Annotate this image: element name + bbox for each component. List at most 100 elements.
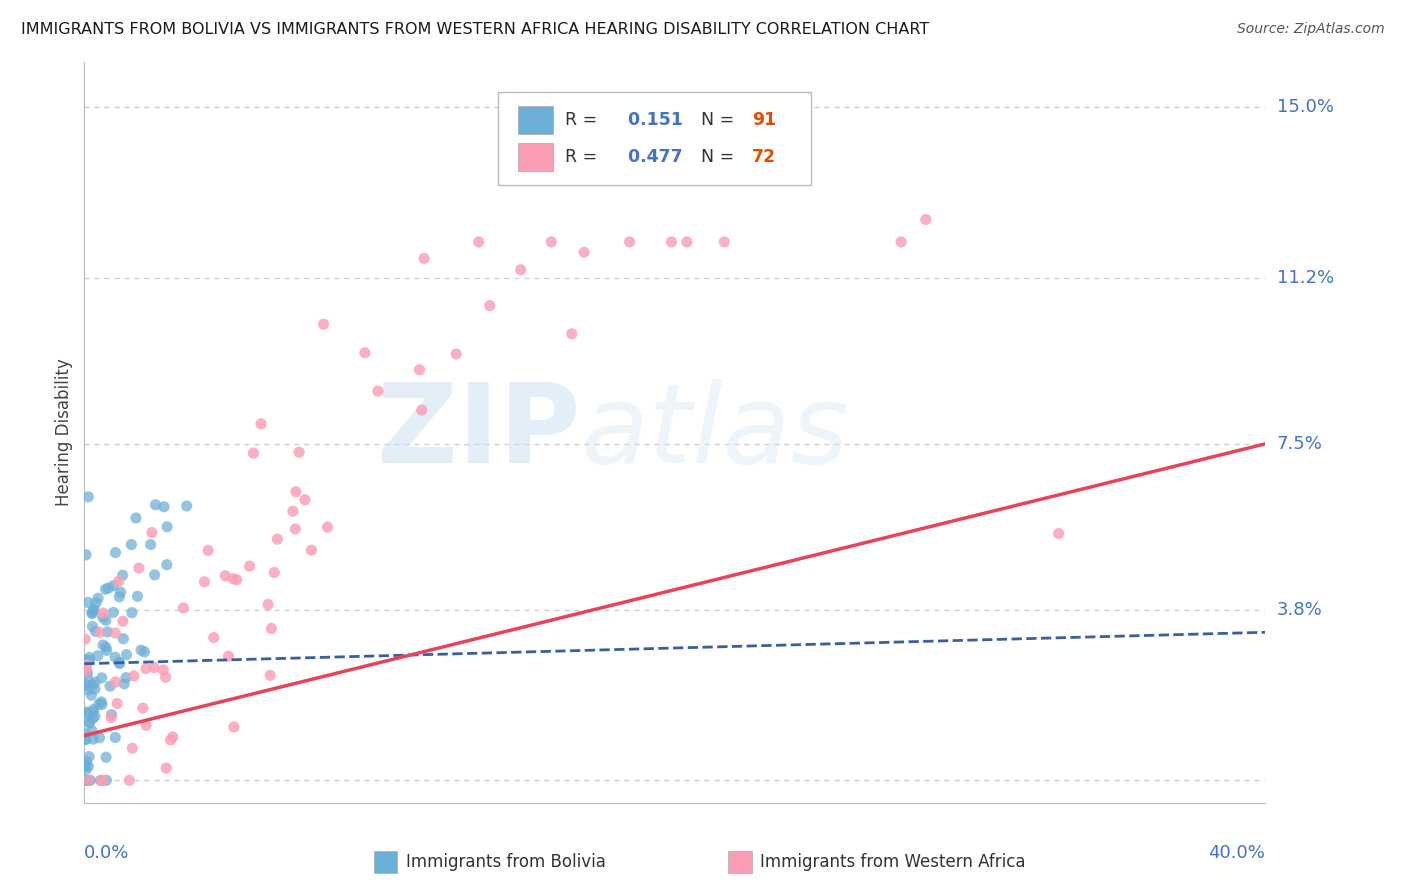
Point	[75, 758, 97, 772]
Point	[94, 582, 117, 597]
Point	[84, 596, 107, 610]
Point	[100, 710, 122, 724]
Point	[112, 632, 135, 646]
Point	[76, 773, 98, 788]
Point	[83, 603, 105, 617]
Point	[79, 773, 101, 788]
Point	[127, 589, 149, 603]
Point	[259, 668, 281, 682]
Point	[82, 724, 104, 739]
Point	[108, 590, 131, 604]
Point	[108, 574, 131, 589]
Point	[214, 568, 236, 582]
Point	[75, 665, 97, 679]
Point	[90, 773, 112, 788]
Point	[413, 252, 436, 266]
Point	[540, 235, 562, 249]
Point	[75, 732, 97, 747]
Point	[120, 537, 142, 551]
Point	[260, 622, 283, 636]
Text: R =: R =	[565, 148, 603, 166]
Point	[77, 773, 100, 788]
Point	[156, 520, 179, 534]
Point	[915, 212, 938, 227]
Point	[91, 773, 114, 788]
Point	[76, 665, 98, 680]
Point	[75, 632, 97, 646]
Point	[143, 567, 166, 582]
Point	[125, 511, 148, 525]
Text: 3.8%: 3.8%	[1277, 601, 1322, 619]
Point	[90, 671, 112, 685]
Point	[111, 568, 134, 582]
Point	[82, 678, 104, 692]
Point	[82, 732, 104, 747]
Text: Source: ZipAtlas.com: Source: ZipAtlas.com	[1237, 22, 1385, 37]
Point	[104, 675, 127, 690]
Text: N =: N =	[690, 148, 740, 166]
Point	[75, 732, 97, 747]
Point	[619, 235, 641, 249]
Point	[89, 773, 111, 788]
FancyBboxPatch shape	[517, 143, 553, 171]
Point	[367, 384, 389, 398]
Point	[661, 235, 683, 249]
Text: 0.0%: 0.0%	[84, 844, 129, 862]
Point	[145, 498, 167, 512]
Point	[222, 572, 245, 586]
Point	[135, 718, 157, 732]
Y-axis label: Hearing Disability: Hearing Disability	[55, 359, 73, 507]
Text: N =: N =	[690, 112, 740, 129]
Point	[94, 750, 117, 764]
Point	[263, 566, 285, 580]
FancyBboxPatch shape	[728, 851, 752, 873]
Text: 7.5%: 7.5%	[1277, 434, 1323, 453]
Point	[77, 759, 100, 773]
Point	[134, 645, 156, 659]
Point	[132, 701, 155, 715]
Point	[129, 643, 152, 657]
Point	[250, 417, 273, 431]
Point	[676, 235, 699, 249]
Point	[83, 682, 105, 697]
Point	[77, 490, 100, 504]
Point	[84, 624, 107, 639]
Point	[96, 643, 118, 657]
Point	[103, 606, 125, 620]
Point	[91, 610, 114, 624]
Point	[218, 649, 240, 664]
Point	[76, 657, 98, 672]
Point	[121, 606, 143, 620]
Point	[354, 346, 377, 360]
Point	[75, 773, 97, 788]
Point	[139, 537, 162, 551]
Point	[94, 613, 117, 627]
Point	[79, 773, 101, 788]
Point	[82, 619, 104, 633]
Point	[94, 640, 117, 655]
Point	[152, 663, 174, 677]
Point	[98, 679, 121, 693]
Point	[84, 675, 107, 690]
Point	[100, 707, 122, 722]
FancyBboxPatch shape	[517, 106, 553, 135]
Point	[408, 362, 430, 376]
Point	[294, 492, 316, 507]
Text: 15.0%: 15.0%	[1277, 98, 1333, 116]
Text: atlas: atlas	[581, 379, 849, 486]
Text: 0.151: 0.151	[621, 112, 683, 129]
Point	[176, 499, 198, 513]
Point	[75, 706, 97, 720]
Point	[115, 648, 138, 662]
Point	[128, 561, 150, 575]
Point	[91, 638, 114, 652]
Point	[257, 598, 280, 612]
Point	[87, 648, 110, 663]
Text: IMMIGRANTS FROM BOLIVIA VS IMMIGRANTS FROM WESTERN AFRICA HEARING DISABILITY COR: IMMIGRANTS FROM BOLIVIA VS IMMIGRANTS FR…	[21, 22, 929, 37]
Point	[77, 749, 100, 764]
Point	[890, 235, 912, 249]
Text: ZIP: ZIP	[377, 379, 581, 486]
Point	[87, 698, 110, 712]
Point	[82, 606, 104, 620]
Point	[89, 731, 111, 745]
